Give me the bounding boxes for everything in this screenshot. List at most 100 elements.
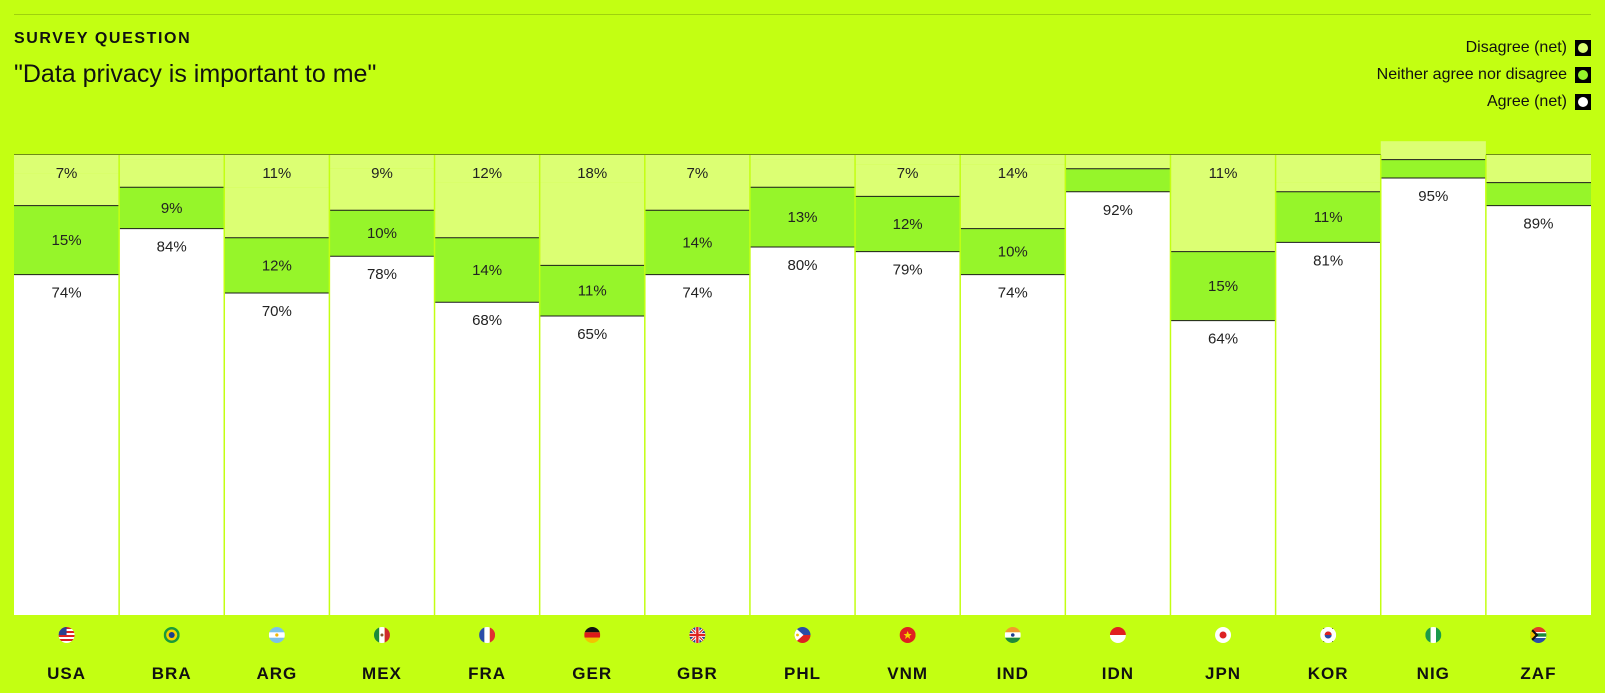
data-label-agree: 74% bbox=[52, 285, 82, 302]
bar-segment-disagree-fill bbox=[960, 155, 1066, 165]
ng-flag-icon bbox=[1425, 627, 1442, 643]
fr-flag-icon bbox=[479, 627, 496, 643]
bar-segment-neither bbox=[1380, 159, 1486, 178]
gb-flag-icon bbox=[689, 627, 706, 643]
bar-segment-agree bbox=[1485, 205, 1591, 615]
data-label-disagree: 11% bbox=[262, 165, 291, 182]
bar-segment-disagree-fill bbox=[224, 155, 330, 188]
category-label: KOR bbox=[1308, 664, 1349, 683]
category-label: IND bbox=[997, 664, 1029, 683]
bar-segment-disagree bbox=[960, 164, 1066, 229]
bar-segment-disagree-fill bbox=[1275, 155, 1381, 183]
legend-item-agree: Agree (net) bbox=[1377, 88, 1591, 115]
bar-segment-agree bbox=[1065, 191, 1171, 616]
bar-segment-disagree bbox=[329, 168, 435, 211]
data-label-agree: 92% bbox=[1103, 202, 1133, 219]
data-label-agree: 95% bbox=[1418, 188, 1448, 205]
mx-flag-icon bbox=[373, 627, 390, 643]
bar-segment-neither bbox=[960, 228, 1066, 275]
bar-segment-disagree bbox=[1380, 141, 1486, 160]
legend-dot-disagree bbox=[1578, 42, 1588, 53]
bar-segment-neither bbox=[224, 237, 330, 293]
category-label: IDN bbox=[1102, 664, 1134, 683]
bar-segment-disagree bbox=[1170, 201, 1276, 252]
legend-swatch bbox=[1575, 66, 1591, 83]
category-label: FRA bbox=[468, 664, 506, 683]
ph-flag-icon bbox=[794, 627, 811, 643]
survey-eyebrow: SURVEY QUESTION bbox=[14, 30, 192, 47]
data-label-neither: 14% bbox=[472, 262, 502, 279]
bar-segment-disagree-fill bbox=[119, 155, 225, 160]
data-label-disagree: 7% bbox=[56, 165, 78, 182]
category-label: BRA bbox=[152, 664, 192, 683]
us-flag-icon bbox=[58, 627, 75, 643]
bar-segment-agree bbox=[329, 256, 435, 615]
bar-segment-agree bbox=[434, 302, 540, 615]
category-label: GER bbox=[572, 664, 612, 683]
bar-segment-neither bbox=[329, 210, 435, 257]
bar-segment-agree bbox=[644, 274, 750, 615]
top-divider bbox=[14, 14, 1591, 15]
vn-flag-icon bbox=[899, 627, 916, 643]
category-label: VNM bbox=[887, 664, 928, 683]
bar-segment-neither bbox=[119, 187, 225, 229]
legend-label: Agree (net) bbox=[1486, 92, 1567, 110]
legend-label: Neither agree nor disagree bbox=[1376, 65, 1567, 83]
data-label-agree: 68% bbox=[472, 312, 502, 329]
bar-segment-neither bbox=[539, 265, 645, 316]
legend-swatch bbox=[1575, 39, 1591, 56]
in-flag-icon bbox=[1004, 627, 1021, 643]
data-label-disagree: 9% bbox=[371, 165, 393, 182]
bar-segment-disagree-fill bbox=[749, 155, 856, 160]
bar-segment-agree bbox=[1170, 320, 1276, 615]
bar-segment-disagree bbox=[1065, 155, 1171, 169]
category-label: PHL bbox=[784, 664, 821, 683]
category-label: USA bbox=[47, 664, 86, 683]
bar-segment-neither bbox=[1275, 191, 1381, 243]
data-label-agree: 80% bbox=[787, 257, 817, 274]
de-flag-icon bbox=[584, 627, 601, 643]
data-label-neither: 10% bbox=[998, 244, 1028, 261]
bar-segment-neither bbox=[1485, 182, 1591, 206]
data-label-disagree: 7% bbox=[687, 165, 709, 182]
data-label-disagree: 7% bbox=[897, 165, 919, 182]
data-label-agree: 64% bbox=[1208, 331, 1238, 348]
bar-segment-disagree bbox=[855, 164, 961, 197]
bar-segment-disagree bbox=[539, 182, 645, 266]
data-label-agree: 84% bbox=[157, 239, 187, 256]
bar-segment-agree bbox=[1380, 178, 1486, 615]
bar-segment-neither bbox=[1065, 168, 1171, 192]
data-label-agree: 79% bbox=[893, 262, 923, 279]
category-label: ARG bbox=[256, 664, 297, 683]
bar-segment-agree bbox=[855, 251, 961, 615]
za-flag-icon bbox=[1530, 627, 1547, 643]
category-label: NIG bbox=[1417, 664, 1450, 683]
bar-segment-neither bbox=[749, 187, 856, 247]
bar-segment-disagree-fill bbox=[434, 155, 540, 183]
bar-segment-disagree-fill bbox=[14, 155, 120, 174]
data-label-agree: 78% bbox=[367, 266, 397, 283]
id-flag-icon bbox=[1109, 627, 1126, 643]
data-label-disagree: 11% bbox=[1209, 165, 1238, 182]
data-label-neither: 15% bbox=[52, 232, 82, 249]
data-label-neither: 10% bbox=[367, 225, 397, 242]
data-label-disagree: 12% bbox=[472, 165, 502, 182]
bar-segment-disagree bbox=[749, 159, 856, 188]
bar-segment-disagree bbox=[644, 178, 750, 211]
data-label-agree: 70% bbox=[262, 303, 292, 320]
category-label: MEX bbox=[362, 664, 402, 683]
data-label-agree: 74% bbox=[998, 285, 1028, 302]
jp-flag-icon bbox=[1215, 627, 1232, 643]
bar-segment-disagree-fill bbox=[855, 155, 961, 165]
bar-segment-agree bbox=[119, 228, 225, 615]
legend-dot-neither bbox=[1578, 69, 1588, 80]
bar-segment-disagree bbox=[1485, 155, 1591, 183]
category-label: ZAF bbox=[1520, 664, 1556, 683]
bar-segment-neither bbox=[434, 237, 540, 303]
bar-segment-agree bbox=[14, 274, 120, 615]
bar-segment-disagree bbox=[1275, 182, 1381, 192]
bar-segment-neither bbox=[14, 205, 120, 275]
data-label-neither: 12% bbox=[893, 216, 923, 233]
bar-segment-neither bbox=[644, 210, 750, 275]
